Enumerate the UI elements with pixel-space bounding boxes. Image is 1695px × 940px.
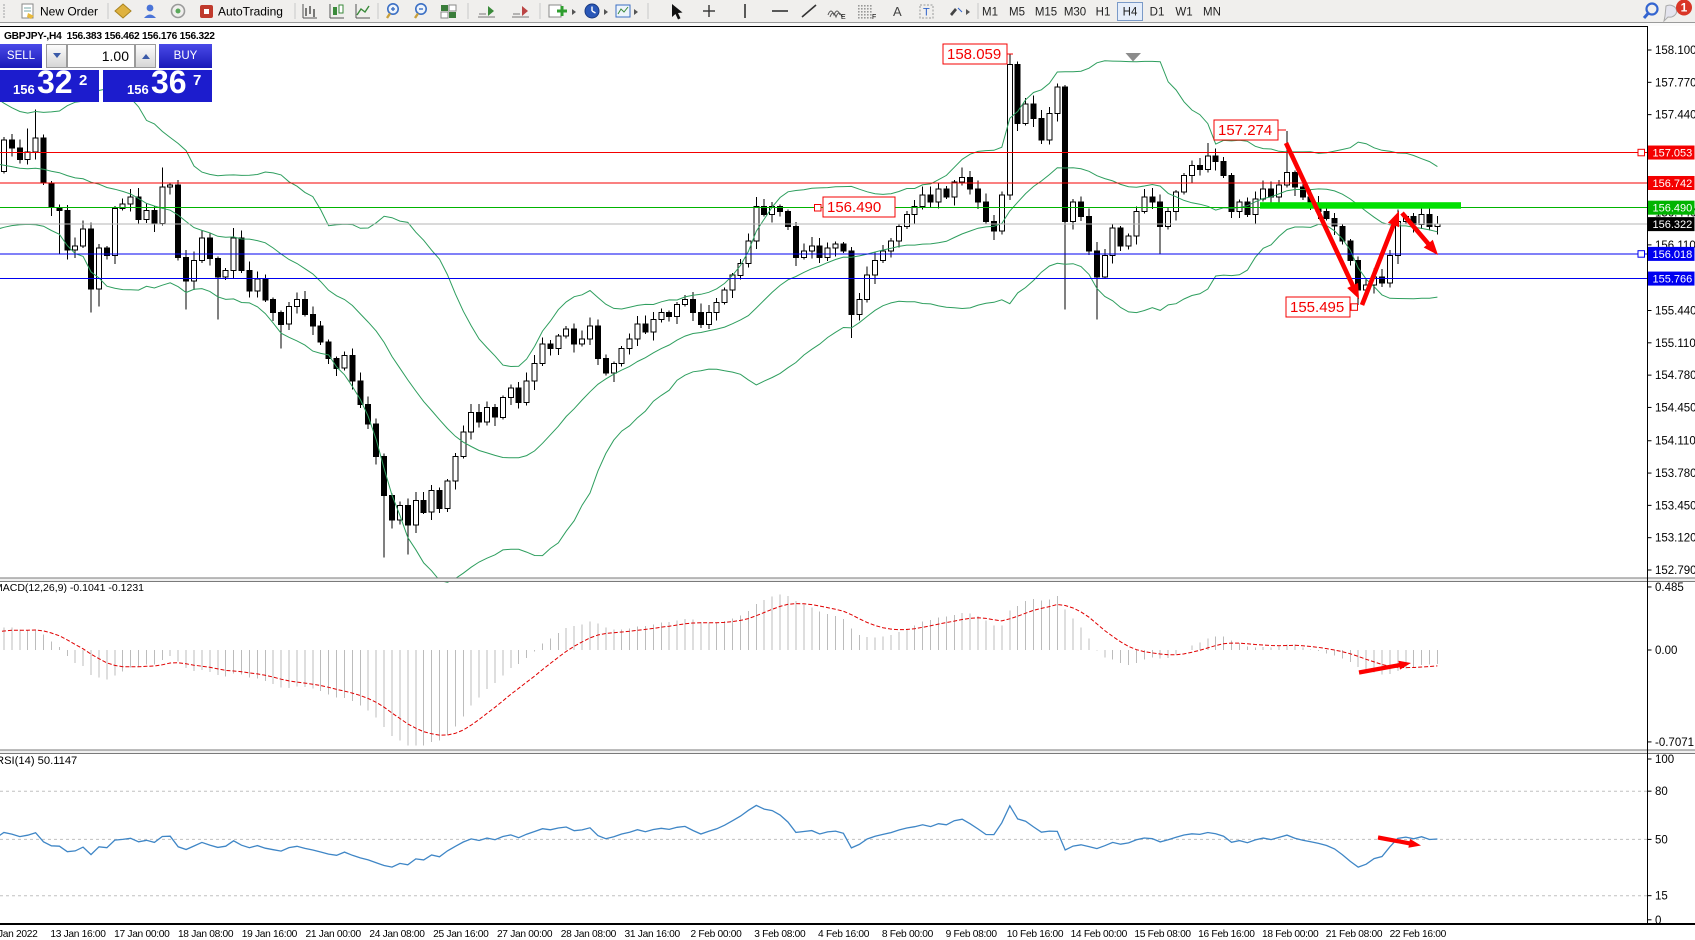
svg-text:M15: M15 bbox=[1035, 7, 1057, 19]
svg-text:155.495: 155.495 bbox=[1290, 299, 1344, 316]
svg-text:157.440: 157.440 bbox=[1655, 110, 1695, 122]
svg-text:13 Jan 16:00: 13 Jan 16:00 bbox=[50, 929, 106, 940]
svg-text:18 Feb 00:00: 18 Feb 00:00 bbox=[1262, 929, 1319, 940]
svg-text:D1: D1 bbox=[1150, 7, 1165, 19]
svg-text:M1: M1 bbox=[982, 7, 998, 19]
svg-text:New Order: New Order bbox=[40, 5, 98, 19]
svg-text:27 Jan 00:00: 27 Jan 00:00 bbox=[497, 929, 553, 940]
svg-text:19 Jan 16:00: 19 Jan 16:00 bbox=[242, 929, 298, 940]
svg-text:F: F bbox=[872, 14, 876, 21]
svg-text:157.053: 157.053 bbox=[1653, 148, 1693, 160]
svg-text:AutoTrading: AutoTrading bbox=[218, 5, 283, 19]
svg-text:24 Jan 08:00: 24 Jan 08:00 bbox=[369, 929, 425, 940]
svg-text:21 Feb 08:00: 21 Feb 08:00 bbox=[1326, 929, 1383, 940]
svg-text:156.490: 156.490 bbox=[1653, 203, 1693, 215]
svg-text:158.100: 158.100 bbox=[1655, 45, 1695, 57]
svg-text:15: 15 bbox=[1655, 891, 1668, 903]
svg-text:-0.7071: -0.7071 bbox=[1655, 737, 1694, 749]
svg-text:28 Jan 08:00: 28 Jan 08:00 bbox=[561, 929, 617, 940]
svg-text:9 Feb 08:00: 9 Feb 08:00 bbox=[946, 929, 998, 940]
svg-text:H1: H1 bbox=[1096, 7, 1111, 19]
svg-text:157.274: 157.274 bbox=[1218, 122, 1272, 139]
svg-text:80: 80 bbox=[1655, 786, 1668, 798]
svg-text:16 Feb 16:00: 16 Feb 16:00 bbox=[1198, 929, 1255, 940]
svg-text:100: 100 bbox=[1655, 754, 1674, 766]
svg-text:0: 0 bbox=[1655, 915, 1661, 927]
svg-text:4 Feb 16:00: 4 Feb 16:00 bbox=[818, 929, 870, 940]
svg-text:8 Feb 00:00: 8 Feb 00:00 bbox=[882, 929, 934, 940]
svg-text:0.00: 0.00 bbox=[1655, 645, 1677, 657]
svg-text:0.485: 0.485 bbox=[1655, 582, 1684, 594]
svg-text:157.770: 157.770 bbox=[1655, 77, 1695, 89]
svg-text:153.780: 153.780 bbox=[1655, 468, 1695, 480]
svg-text:156.018: 156.018 bbox=[1653, 249, 1693, 261]
svg-text:31 Jan 16:00: 31 Jan 16:00 bbox=[625, 929, 681, 940]
svg-text:3 Feb 08:00: 3 Feb 08:00 bbox=[754, 929, 806, 940]
svg-text:155.110: 155.110 bbox=[1655, 338, 1695, 350]
svg-text:1: 1 bbox=[1681, 1, 1688, 15]
svg-text:25 Jan 16:00: 25 Jan 16:00 bbox=[433, 929, 489, 940]
svg-text:21 Jan 00:00: 21 Jan 00:00 bbox=[306, 929, 362, 940]
svg-text:156.322: 156.322 bbox=[1653, 219, 1693, 231]
svg-text:153.450: 153.450 bbox=[1655, 500, 1695, 512]
svg-text:156.490: 156.490 bbox=[827, 199, 881, 216]
svg-text:M30: M30 bbox=[1064, 7, 1086, 19]
svg-text:GBPJPY-,H4 156.383 156.462 15: GBPJPY-,H4 156.383 156.462 156.176 156.3… bbox=[4, 31, 215, 42]
svg-text:15 Feb 08:00: 15 Feb 08:00 bbox=[1134, 929, 1191, 940]
svg-text:155.766: 155.766 bbox=[1653, 274, 1693, 286]
svg-text:18 Jan 08:00: 18 Jan 08:00 bbox=[178, 929, 234, 940]
svg-text:H4: H4 bbox=[1123, 7, 1138, 19]
svg-text:154.450: 154.450 bbox=[1655, 402, 1695, 414]
svg-text:T: T bbox=[923, 7, 930, 19]
svg-text:W1: W1 bbox=[1175, 7, 1192, 19]
svg-text:22 Feb 16:00: 22 Feb 16:00 bbox=[1390, 929, 1447, 940]
svg-text:2 Feb 00:00: 2 Feb 00:00 bbox=[690, 929, 742, 940]
svg-text:155.440: 155.440 bbox=[1655, 305, 1695, 317]
svg-text:14 Feb 00:00: 14 Feb 00:00 bbox=[1071, 929, 1128, 940]
svg-text:152.790: 152.790 bbox=[1655, 565, 1695, 577]
svg-text:158.059: 158.059 bbox=[947, 46, 1001, 63]
svg-text:154.780: 154.780 bbox=[1655, 370, 1695, 382]
svg-text:RSI(14) 50.1147: RSI(14) 50.1147 bbox=[0, 755, 77, 767]
svg-text:10 Feb 16:00: 10 Feb 16:00 bbox=[1007, 929, 1064, 940]
svg-text:MN: MN bbox=[1203, 7, 1221, 19]
svg-text:A: A bbox=[893, 4, 902, 19]
svg-text:M5: M5 bbox=[1009, 7, 1025, 19]
svg-text:17 Jan 00:00: 17 Jan 00:00 bbox=[114, 929, 170, 940]
svg-text:E: E bbox=[841, 14, 846, 21]
svg-text:154.110: 154.110 bbox=[1655, 436, 1695, 448]
svg-text:50: 50 bbox=[1655, 834, 1668, 846]
svg-text:153.120: 153.120 bbox=[1655, 533, 1695, 545]
svg-text:156.742: 156.742 bbox=[1653, 178, 1693, 190]
svg-text:MACD(12,26,9) -0.1041 -0.1231: MACD(12,26,9) -0.1041 -0.1231 bbox=[0, 582, 144, 594]
svg-text:Jan 2022: Jan 2022 bbox=[0, 929, 38, 940]
